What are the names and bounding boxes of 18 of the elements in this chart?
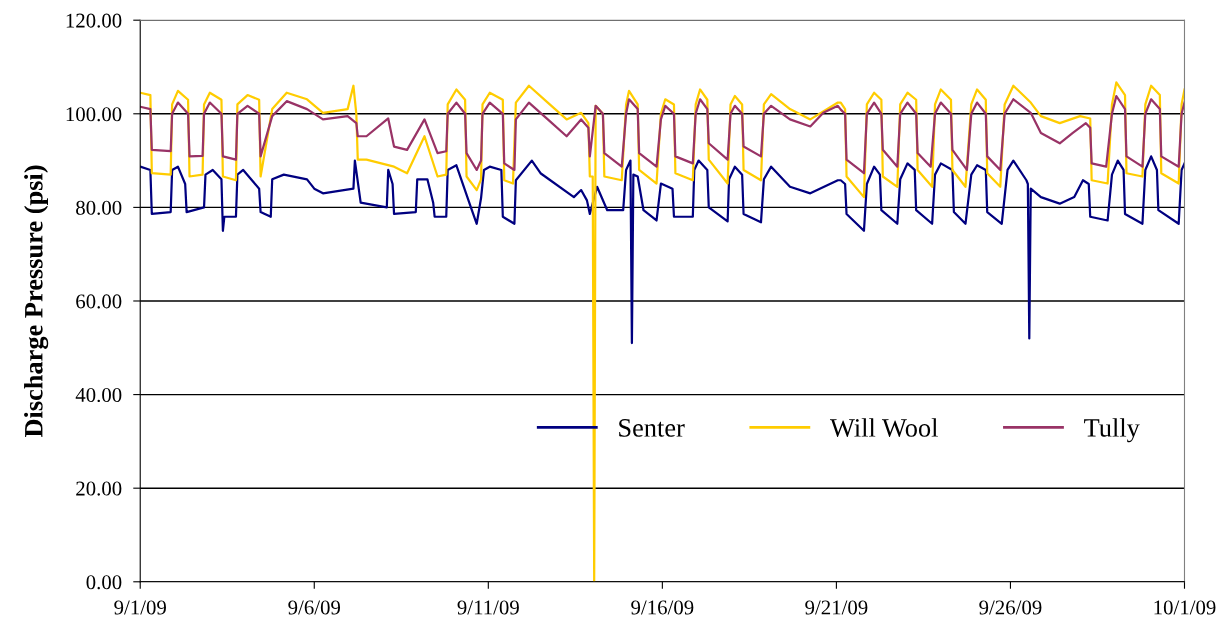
x-tick-label: 9/1/09 [114, 600, 166, 615]
y-tick-label: 100.00 [66, 107, 122, 122]
y-tick-label: 120.00 [66, 13, 122, 28]
y-tick-label: 80.00 [76, 200, 122, 215]
x-tick-label: 10/1/09 [1154, 600, 1216, 615]
y-tick-label: 60.00 [76, 294, 122, 309]
legend-label: Tully [1084, 418, 1140, 443]
y-tick-label: 20.00 [76, 481, 122, 496]
legend-label: Senter [619, 419, 685, 437]
y-axis-title: Discharge Pressure (psi) [24, 165, 49, 438]
x-tick-label: 9/26/09 [979, 600, 1042, 615]
y-tick-label: 40.00 [75, 387, 122, 403]
legend-label: Will Wool [830, 418, 938, 437]
x-tick-label: 9/6/09 [288, 600, 341, 615]
y-tick-label: 0.00 [86, 575, 122, 590]
x-tick-label: 9/16/09 [631, 600, 694, 615]
x-tick-label: 9/21/09 [805, 600, 868, 615]
x-tick-label: 9/11/09 [457, 600, 519, 615]
